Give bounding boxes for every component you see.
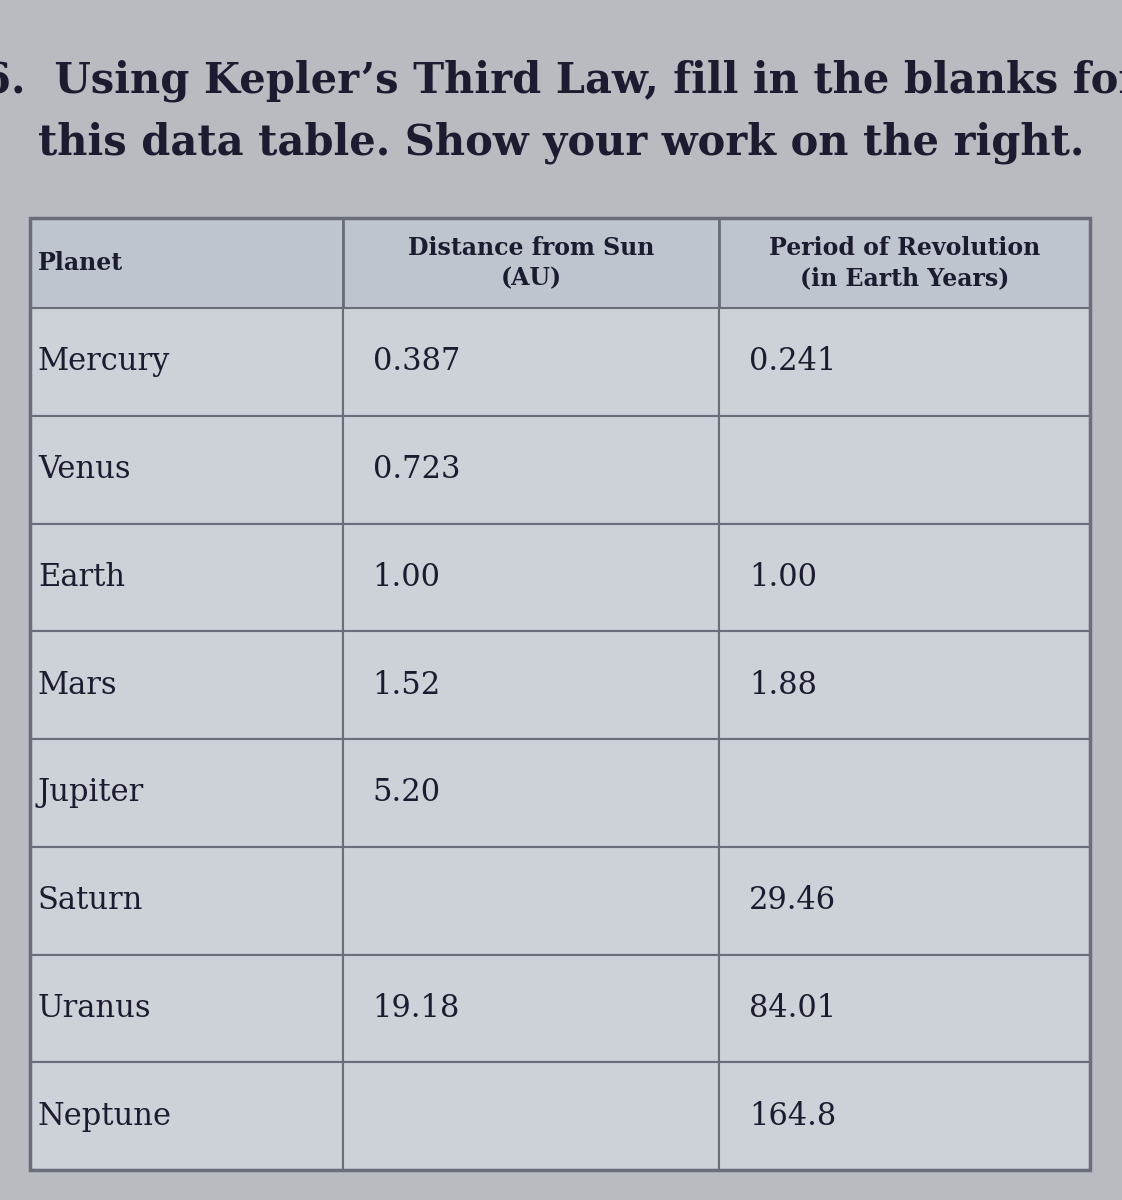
Bar	[30, 415, 342, 523]
Text: Planet: Planet	[38, 251, 123, 275]
Bar	[342, 1062, 719, 1170]
Text: 5.20: 5.20	[373, 778, 441, 809]
Text: 1.52: 1.52	[373, 670, 441, 701]
Bar	[719, 631, 1089, 739]
Text: 0.723: 0.723	[373, 454, 460, 485]
Bar	[719, 847, 1089, 954]
Bar	[719, 1062, 1089, 1170]
Bar	[342, 739, 719, 847]
Bar	[30, 523, 342, 631]
Text: 29.46: 29.46	[749, 886, 836, 916]
Bar	[719, 739, 1089, 847]
Bar	[30, 218, 1089, 1170]
Bar	[342, 415, 719, 523]
Text: Neptune: Neptune	[38, 1100, 172, 1132]
Text: 164.8: 164.8	[749, 1100, 836, 1132]
Text: 1.00: 1.00	[749, 562, 817, 593]
Bar	[719, 523, 1089, 631]
Bar	[719, 954, 1089, 1062]
Bar	[30, 954, 342, 1062]
Text: Venus: Venus	[38, 454, 130, 485]
Bar	[342, 954, 719, 1062]
Text: Saturn: Saturn	[38, 886, 144, 916]
Text: 19.18: 19.18	[373, 992, 460, 1024]
Bar	[30, 1062, 342, 1170]
Bar	[30, 308, 342, 415]
Bar	[342, 218, 719, 308]
Bar	[30, 739, 342, 847]
Text: 0.241: 0.241	[749, 347, 836, 377]
Text: 0.387: 0.387	[373, 347, 460, 377]
Bar	[30, 218, 342, 308]
Text: Mercury: Mercury	[38, 347, 171, 377]
Text: Distance from Sun
(AU): Distance from Sun (AU)	[407, 236, 654, 290]
Bar	[30, 847, 342, 954]
Bar	[719, 218, 1089, 308]
Text: Mars: Mars	[38, 670, 118, 701]
Text: Uranus: Uranus	[38, 992, 151, 1024]
Text: 1.00: 1.00	[373, 562, 441, 593]
Bar	[342, 847, 719, 954]
Bar	[342, 523, 719, 631]
Text: 84.01: 84.01	[749, 992, 836, 1024]
Text: Earth: Earth	[38, 562, 126, 593]
Bar	[719, 415, 1089, 523]
Text: this data table. Show your work on the right.: this data table. Show your work on the r…	[38, 122, 1084, 164]
Bar	[342, 631, 719, 739]
Bar	[30, 631, 342, 739]
Text: 6.  Using Kepler’s Third Law, fill in the blanks for: 6. Using Kepler’s Third Law, fill in the…	[0, 60, 1122, 102]
Bar	[342, 308, 719, 415]
Text: Period of Revolution
(in Earth Years): Period of Revolution (in Earth Years)	[769, 236, 1040, 290]
Bar	[719, 308, 1089, 415]
Text: Jupiter: Jupiter	[38, 778, 145, 809]
Text: 1.88: 1.88	[749, 670, 817, 701]
